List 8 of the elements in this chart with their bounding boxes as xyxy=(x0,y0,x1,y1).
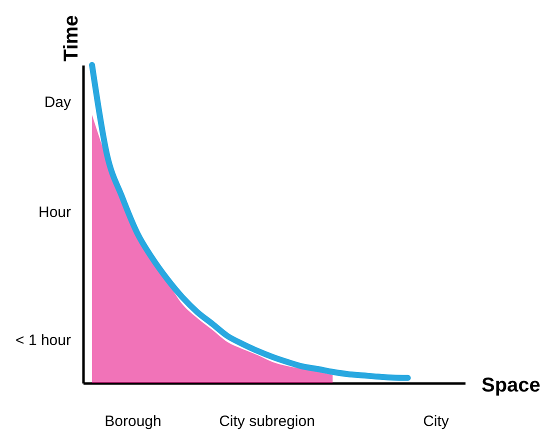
text: Borough xyxy=(104,413,162,430)
text: City xyxy=(423,413,450,430)
y-axis-title: Time xyxy=(60,15,82,62)
text: Day xyxy=(44,94,72,111)
x-axis-title: Space xyxy=(482,374,540,396)
text: City subregion xyxy=(219,413,315,430)
text: Hour xyxy=(38,204,71,221)
text: < 1 hour xyxy=(16,332,71,350)
